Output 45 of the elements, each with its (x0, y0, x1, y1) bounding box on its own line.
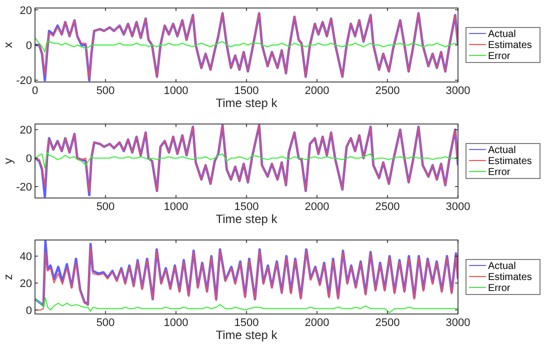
y-axis-title: x (1, 42, 15, 48)
x-tick-label: 500 (96, 317, 115, 329)
legend-label: Error (488, 167, 511, 178)
x-tick-label: 1500 (234, 317, 259, 329)
x-tick-label: 1000 (164, 85, 188, 97)
x-tick-label: 2000 (304, 201, 330, 213)
y-tick-label: 0 (26, 304, 32, 317)
legend-label: Estimates (488, 40, 532, 51)
x-tick-label: 1500 (234, 85, 259, 97)
legend-label: Actual (488, 29, 516, 40)
x-axis-title: Time step k (216, 96, 278, 110)
legend-label: Actual (488, 261, 516, 272)
line-series (35, 297, 458, 314)
line-series (35, 152, 458, 169)
x-axis-title: Time step k (216, 328, 278, 342)
legend-label: Estimates (488, 272, 532, 283)
y-tick-label: 0 (26, 40, 32, 52)
y-tick-label: 20 (20, 4, 32, 17)
x-tick-label: 1000 (164, 317, 188, 329)
y-tick-label: 20 (20, 124, 32, 137)
x-tick-label: 1000 (164, 201, 188, 213)
y-tick-label: 40 (20, 251, 32, 264)
x-axis-title: Time step k (216, 212, 278, 226)
x-tick-label: 3000 (446, 85, 470, 97)
legend-label: Error (488, 283, 511, 294)
x-tick-label: 500 (96, 85, 115, 97)
y-axis-title: y (1, 158, 15, 164)
x-tick-label: 1500 (234, 201, 259, 213)
x-tick-label: 2500 (375, 201, 400, 213)
legend-label: Estimates (488, 156, 532, 167)
legend-label: Error (488, 51, 511, 62)
x-tick-label: 3000 (446, 317, 470, 329)
y-tick-label: 0 (26, 153, 32, 166)
x-tick-label: 2000 (304, 317, 330, 329)
y-tick-label: -20 (16, 182, 32, 194)
y-tick-label: -20 (16, 75, 32, 88)
x-tick-label: 2500 (375, 85, 400, 97)
x-tick-label: 500 (96, 201, 115, 213)
x-tick-label: 2500 (375, 317, 400, 329)
x-tick-label: 2000 (304, 85, 330, 97)
line-series (35, 37, 458, 53)
legend-label: Actual (488, 145, 516, 156)
y-tick-label: 20 (20, 278, 32, 290)
x-tick-label: 3000 (446, 201, 470, 213)
y-axis-title: z (1, 274, 15, 280)
